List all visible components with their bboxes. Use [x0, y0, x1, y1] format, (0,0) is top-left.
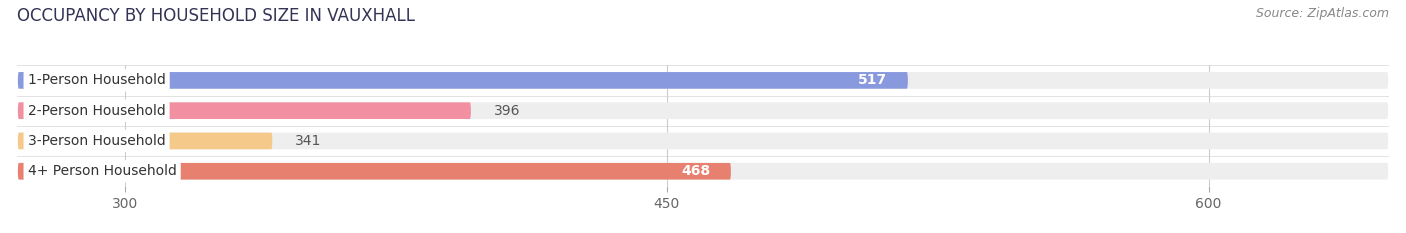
Text: 2-Person Household: 2-Person Household: [28, 104, 166, 118]
FancyBboxPatch shape: [18, 163, 1388, 180]
FancyBboxPatch shape: [18, 133, 1388, 149]
Text: OCCUPANCY BY HOUSEHOLD SIZE IN VAUXHALL: OCCUPANCY BY HOUSEHOLD SIZE IN VAUXHALL: [17, 7, 415, 25]
Text: 468: 468: [681, 164, 710, 178]
Text: 3-Person Household: 3-Person Household: [28, 134, 166, 148]
Text: 396: 396: [494, 104, 520, 118]
Text: 1-Person Household: 1-Person Household: [28, 73, 166, 87]
Text: 517: 517: [858, 73, 887, 87]
Text: 341: 341: [295, 134, 322, 148]
FancyBboxPatch shape: [18, 102, 1388, 119]
FancyBboxPatch shape: [18, 72, 1388, 89]
FancyBboxPatch shape: [18, 72, 908, 89]
FancyBboxPatch shape: [18, 163, 731, 180]
Text: Source: ZipAtlas.com: Source: ZipAtlas.com: [1256, 7, 1389, 20]
FancyBboxPatch shape: [18, 133, 273, 149]
Text: 4+ Person Household: 4+ Person Household: [28, 164, 177, 178]
FancyBboxPatch shape: [18, 102, 471, 119]
